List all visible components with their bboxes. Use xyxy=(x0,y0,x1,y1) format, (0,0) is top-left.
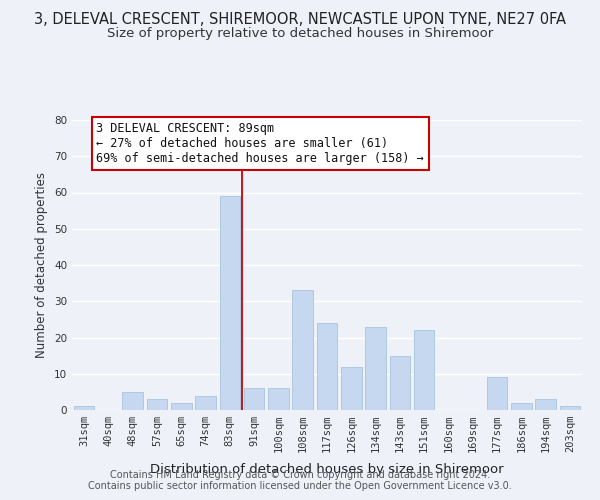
Bar xyxy=(535,399,556,410)
Bar xyxy=(341,366,362,410)
Bar xyxy=(365,326,386,410)
Text: 3 DELEVAL CRESCENT: 89sqm
← 27% of detached houses are smaller (61)
69% of semi-: 3 DELEVAL CRESCENT: 89sqm ← 27% of detac… xyxy=(96,122,424,165)
Bar xyxy=(487,378,508,410)
Text: 3, DELEVAL CRESCENT, SHIREMOOR, NEWCASTLE UPON TYNE, NE27 0FA: 3, DELEVAL CRESCENT, SHIREMOOR, NEWCASTL… xyxy=(34,12,566,28)
Y-axis label: Number of detached properties: Number of detached properties xyxy=(35,172,49,358)
Bar xyxy=(244,388,265,410)
Bar xyxy=(146,399,167,410)
Bar xyxy=(414,330,434,410)
Text: Contains public sector information licensed under the Open Government Licence v3: Contains public sector information licen… xyxy=(88,481,512,491)
Bar xyxy=(74,406,94,410)
Bar xyxy=(195,396,216,410)
Bar xyxy=(317,323,337,410)
Text: Size of property relative to detached houses in Shiremoor: Size of property relative to detached ho… xyxy=(107,28,493,40)
Bar xyxy=(511,403,532,410)
Bar xyxy=(560,406,580,410)
X-axis label: Distribution of detached houses by size in Shiremoor: Distribution of detached houses by size … xyxy=(150,464,504,476)
Bar xyxy=(292,290,313,410)
Bar xyxy=(122,392,143,410)
Bar xyxy=(220,196,240,410)
Bar xyxy=(389,356,410,410)
Bar xyxy=(171,403,191,410)
Bar xyxy=(268,388,289,410)
Text: Contains HM Land Registry data © Crown copyright and database right 2024.: Contains HM Land Registry data © Crown c… xyxy=(110,470,490,480)
